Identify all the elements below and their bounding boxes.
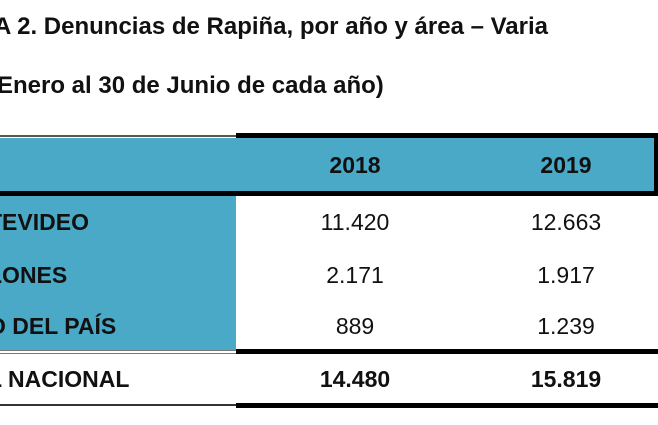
- row-area: O DEL PAÍS: [0, 312, 117, 339]
- table-bottom-border: [236, 403, 658, 408]
- table-top-border: [236, 133, 658, 138]
- table-bottom-border-left: [0, 404, 236, 406]
- header-area: [0, 138, 236, 192]
- row-value-2018: 2.171: [326, 262, 384, 288]
- table-top-border-left: [0, 135, 236, 137]
- header-2019: 2019: [540, 151, 592, 178]
- total-2019: 15.819: [530, 365, 602, 392]
- table-subtitle: Enero al 30 de Junio de cada año): [0, 72, 384, 99]
- row-area: LONES: [0, 262, 68, 288]
- header-row: 2018 2019: [0, 138, 658, 192]
- row-area: TEVIDEO: [0, 209, 89, 235]
- row-value-2019: 1.917: [537, 262, 595, 288]
- table-title: A 2. Denuncias de Rapiña, por año y área…: [0, 13, 548, 40]
- row-value-2019: 12.663: [530, 209, 602, 235]
- total-top-border-left-b: [0, 353, 236, 354]
- row-value-2019: 1.239: [537, 312, 595, 339]
- table-row: TEVIDEO 11.420 12.663: [0, 196, 658, 249]
- total-2018: 14.480: [319, 365, 391, 392]
- total-row: L NACIONAL 14.480 15.819: [0, 354, 658, 404]
- header-bottom-border: [0, 191, 658, 196]
- total-top-border: [236, 349, 658, 354]
- header-2018: 2018: [329, 151, 381, 178]
- total-top-border-left-a: [0, 350, 236, 351]
- row-value-2018: 11.420: [320, 209, 390, 235]
- table-row: O DEL PAÍS 889 1.239: [0, 302, 658, 350]
- table-row: LONES 2.171 1.917: [0, 249, 658, 302]
- row-value-2018: 889: [335, 312, 375, 339]
- total-label: L NACIONAL: [0, 365, 130, 392]
- header-right-border: [654, 133, 658, 196]
